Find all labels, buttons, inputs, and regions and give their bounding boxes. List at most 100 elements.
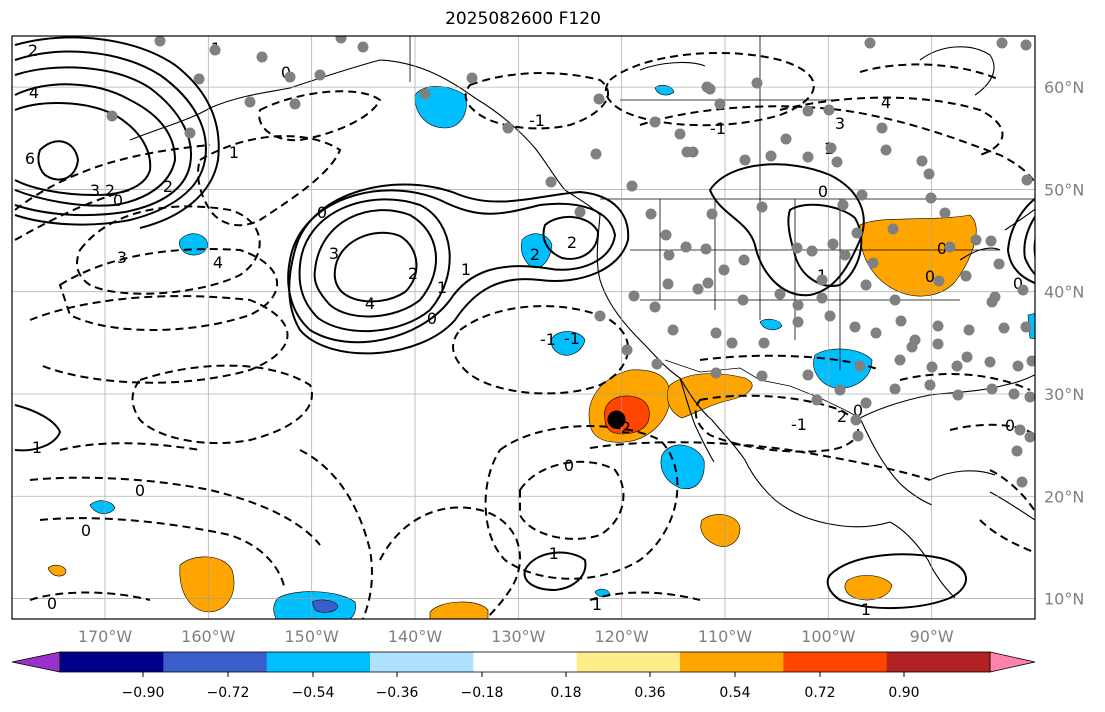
contour-label: 1 bbox=[461, 260, 471, 279]
station-dot bbox=[1014, 424, 1026, 436]
station-dot bbox=[466, 72, 478, 84]
station-dot bbox=[765, 150, 777, 162]
station-dot bbox=[827, 238, 839, 250]
station-dot bbox=[621, 344, 633, 356]
station-dot bbox=[1020, 321, 1032, 333]
station-dot bbox=[823, 104, 835, 116]
contour-label: 0 bbox=[1005, 416, 1015, 435]
station-dot bbox=[998, 322, 1010, 334]
colorbar-extend-high bbox=[989, 651, 1036, 673]
station-dot bbox=[706, 208, 718, 220]
station-dot bbox=[357, 41, 369, 53]
contour-label: 4 bbox=[29, 83, 39, 102]
station-dot bbox=[594, 310, 606, 322]
station-dot bbox=[1016, 476, 1028, 488]
station-dot bbox=[626, 180, 638, 192]
station-dot bbox=[662, 278, 674, 290]
station-dot bbox=[714, 98, 726, 110]
station-dot bbox=[774, 288, 786, 300]
station-dots bbox=[106, 36, 1035, 488]
lat-tick-label: 10°N bbox=[1044, 590, 1084, 609]
station-dot bbox=[726, 337, 738, 349]
latitude-labels: 60°N 50°N 40°N 30°N 20°N 10°N bbox=[1044, 78, 1084, 608]
map-frame bbox=[11, 35, 1036, 620]
station-dot bbox=[856, 189, 868, 201]
station-dot bbox=[256, 51, 268, 63]
colorbar-segment bbox=[370, 652, 474, 672]
colorbar-segment bbox=[60, 652, 164, 672]
contour-label: 0 bbox=[818, 182, 828, 201]
station-dot bbox=[802, 105, 814, 117]
station-dot bbox=[704, 83, 716, 95]
station-dot bbox=[952, 389, 964, 401]
station-dot bbox=[925, 192, 937, 204]
station-dot bbox=[649, 301, 661, 313]
contour-label: 2 bbox=[530, 245, 540, 264]
station-dot bbox=[756, 201, 768, 213]
contour-label: 0 bbox=[47, 594, 57, 613]
station-dot bbox=[687, 146, 699, 158]
colorbar-tick-labels: −0.90 −0.72 −0.54 −0.36 −0.18 0.18 0.36 0.54 0.7… bbox=[122, 672, 920, 701]
contour-label: 3 bbox=[329, 244, 339, 263]
colorbar-tick-label: 0.54 bbox=[719, 685, 750, 701]
station-dot bbox=[887, 223, 899, 235]
station-dot bbox=[876, 122, 888, 134]
station-dot bbox=[289, 98, 301, 110]
station-dot bbox=[932, 338, 944, 350]
station-dot bbox=[837, 199, 849, 211]
station-dot bbox=[932, 320, 944, 332]
station-dot bbox=[193, 73, 205, 85]
station-dot bbox=[963, 324, 975, 336]
station-dot bbox=[802, 151, 814, 163]
contour-label: 3 bbox=[117, 248, 127, 267]
station-dot bbox=[718, 264, 730, 276]
colorbar-segment bbox=[473, 652, 578, 672]
contour-label: 3 bbox=[835, 114, 845, 133]
station-dot bbox=[244, 96, 256, 108]
station-dot bbox=[680, 241, 692, 253]
dashed-contours bbox=[14, 52, 1035, 619]
colorbar-tick-label: 0.90 bbox=[888, 685, 919, 701]
station-dot bbox=[986, 296, 998, 308]
longitude-labels: 170°W 160°W 150°W 140°W 130°W 120°W 110°W 100°W… bbox=[78, 627, 954, 646]
colorbar-tick-label: −0.36 bbox=[376, 685, 419, 701]
station-dot bbox=[894, 354, 906, 366]
contour-label: 1 bbox=[229, 143, 239, 162]
contour-label: 2 bbox=[408, 264, 418, 283]
highlight-marker bbox=[607, 410, 626, 429]
contour-label: -1 bbox=[564, 329, 580, 348]
lon-tick-label: 140°W bbox=[388, 627, 443, 646]
contour-label: 0 bbox=[427, 309, 437, 328]
station-dot bbox=[839, 249, 851, 261]
station-dot bbox=[944, 241, 956, 253]
colorbar-segment bbox=[266, 652, 371, 672]
lat-tick-label: 50°N bbox=[1044, 180, 1084, 199]
station-dot bbox=[834, 384, 846, 396]
station-dot bbox=[939, 207, 951, 219]
station-dot bbox=[692, 283, 704, 295]
station-dot bbox=[867, 257, 879, 269]
contour-label: 2 bbox=[837, 407, 847, 426]
station-dot bbox=[780, 133, 792, 145]
station-dot bbox=[1026, 355, 1035, 367]
contour-label: 2 bbox=[28, 41, 38, 60]
colorbar-outline bbox=[59, 651, 991, 673]
station-dot bbox=[791, 242, 803, 254]
contour-label: 0 bbox=[1013, 274, 1023, 293]
station-dot bbox=[984, 356, 996, 368]
colorbar-segment bbox=[163, 652, 268, 672]
contour-label: -1 bbox=[543, 544, 559, 563]
station-dot bbox=[545, 176, 557, 188]
contour-label: 3 bbox=[90, 181, 100, 200]
station-dot bbox=[849, 321, 861, 333]
station-dot bbox=[860, 397, 872, 409]
station-dot bbox=[1008, 388, 1020, 400]
lon-tick-label: 170°W bbox=[78, 627, 133, 646]
station-dot bbox=[1020, 39, 1032, 51]
station-dot bbox=[419, 88, 431, 100]
station-dot bbox=[660, 229, 672, 241]
station-dot bbox=[651, 358, 663, 370]
station-dot bbox=[756, 370, 768, 382]
contour-label: 4 bbox=[365, 294, 375, 313]
station-dot bbox=[645, 208, 657, 220]
